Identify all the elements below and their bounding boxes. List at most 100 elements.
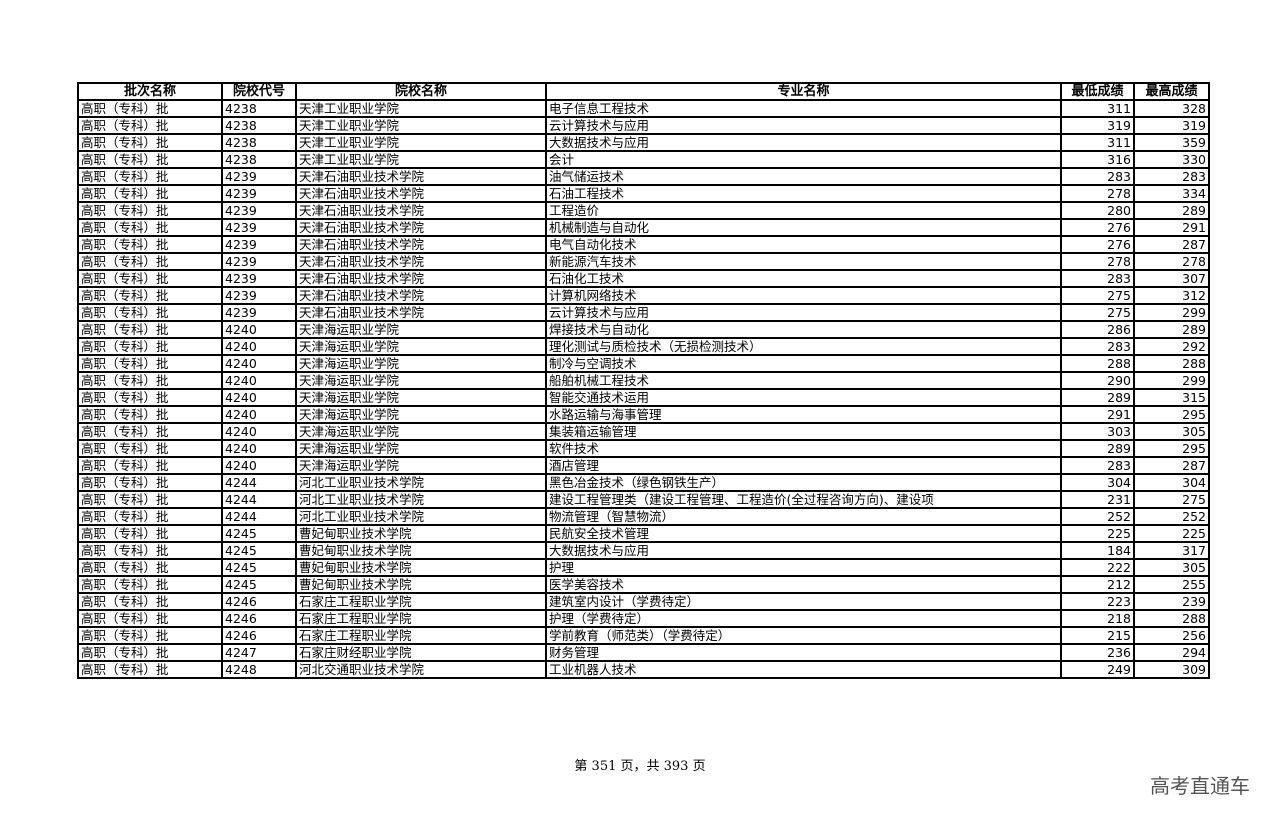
- cell-min-score: 225: [1060, 524, 1135, 543]
- header-batch: 批次名称: [77, 82, 223, 101]
- cell-school-name: 天津海运职业学院: [295, 405, 547, 424]
- table-row: 高职（专科）批 4247 石家庄财经职业学院 财务管理 236 294: [77, 643, 1210, 662]
- cell-min-score: 218: [1060, 609, 1135, 628]
- header-max-score: 最高成绩: [1133, 82, 1210, 101]
- cell-major: 智能交通技术运用: [545, 388, 1062, 407]
- cell-batch: 高职（专科）批: [77, 524, 223, 543]
- cell-major: 黑色冶金技术（绿色钢铁生产）: [545, 473, 1062, 492]
- cell-major: 云计算技术与应用: [545, 303, 1062, 322]
- cell-school-code: 4245: [221, 558, 297, 577]
- cell-min-score: 290: [1060, 371, 1135, 390]
- cell-school-name: 天津海运职业学院: [295, 439, 547, 458]
- cell-max-score: 289: [1133, 201, 1210, 220]
- cell-school-name: 天津石油职业技术学院: [295, 218, 547, 237]
- table-row: 高职（专科）批 4239 天津石油职业技术学院 石油工程技术 278 334: [77, 184, 1210, 203]
- table-row: 高职（专科）批 4240 天津海运职业学院 理化测试与质检技术（无损检测技术） 283 2…: [77, 337, 1210, 356]
- cell-max-score: 328: [1133, 99, 1210, 118]
- cell-min-score: 316: [1060, 150, 1135, 169]
- cell-major: 酒店管理: [545, 456, 1062, 475]
- cell-major: 计算机网络技术: [545, 286, 1062, 305]
- cell-batch: 高职（专科）批: [77, 422, 223, 441]
- cell-school-code: 4238: [221, 99, 297, 118]
- cell-batch: 高职（专科）批: [77, 456, 223, 475]
- cell-major: 学前教育（师范类）（学费待定）: [545, 626, 1062, 645]
- cell-major: 会计: [545, 150, 1062, 169]
- cell-school-name: 天津海运职业学院: [295, 422, 547, 441]
- table-row: 高职（专科）批 4238 天津工业职业学院 大数据技术与应用 311 359: [77, 133, 1210, 152]
- cell-batch: 高职（专科）批: [77, 320, 223, 339]
- cell-school-name: 曹妃甸职业技术学院: [295, 558, 547, 577]
- cell-max-score: 359: [1133, 133, 1210, 152]
- cell-school-code: 4239: [221, 235, 297, 254]
- cell-school-code: 4240: [221, 388, 297, 407]
- cell-max-score: 315: [1133, 388, 1210, 407]
- cell-major: 理化测试与质检技术（无损检测技术）: [545, 337, 1062, 356]
- cell-major: 大数据技术与应用: [545, 133, 1062, 152]
- table-row: 高职（专科）批 4248 河北交通职业技术学院 工业机器人技术 249 309: [77, 660, 1210, 679]
- table-row: 高职（专科）批 4240 天津海运职业学院 集装箱运输管理 303 305: [77, 422, 1210, 441]
- cell-min-score: 252: [1060, 507, 1135, 526]
- cell-school-code: 4247: [221, 643, 297, 662]
- cell-major: 工程造价: [545, 201, 1062, 220]
- cell-min-score: 311: [1060, 133, 1135, 152]
- table-row: 高职（专科）批 4240 天津海运职业学院 船舶机械工程技术 290 299: [77, 371, 1210, 390]
- cell-school-name: 河北工业职业技术学院: [295, 473, 547, 492]
- header-school-code: 院校代号: [221, 82, 297, 101]
- table-row: 高职（专科）批 4240 天津海运职业学院 软件技术 289 295: [77, 439, 1210, 458]
- cell-major: 财务管理: [545, 643, 1062, 662]
- cell-batch: 高职（专科）批: [77, 286, 223, 305]
- cell-major: 船舶机械工程技术: [545, 371, 1062, 390]
- cell-school-code: 4244: [221, 473, 297, 492]
- cell-min-score: 304: [1060, 473, 1135, 492]
- cell-batch: 高职（专科）批: [77, 405, 223, 424]
- cell-batch: 高职（专科）批: [77, 490, 223, 509]
- table-row: 高职（专科）批 4239 天津石油职业技术学院 新能源汽车技术 278 278: [77, 252, 1210, 271]
- cell-school-code: 4246: [221, 609, 297, 628]
- table-header: 批次名称 院校代号 院校名称 专业名称 最低成绩 最高成绩: [77, 82, 1210, 101]
- cell-min-score: 276: [1060, 235, 1135, 254]
- cell-school-code: 4244: [221, 507, 297, 526]
- cell-max-score: 294: [1133, 643, 1210, 662]
- cell-school-name: 天津石油职业技术学院: [295, 303, 547, 322]
- cell-max-score: 292: [1133, 337, 1210, 356]
- cell-major: 焊接技术与自动化: [545, 320, 1062, 339]
- cell-major: 医学美容技术: [545, 575, 1062, 594]
- table-row: 高职（专科）批 4240 天津海运职业学院 智能交通技术运用 289 315: [77, 388, 1210, 407]
- table-row: 高职（专科）批 4240 天津海运职业学院 制冷与空调技术 288 288: [77, 354, 1210, 373]
- table-row: 高职（专科）批 4240 天津海运职业学院 水路运输与海事管理 291 295: [77, 405, 1210, 424]
- cell-batch: 高职（专科）批: [77, 643, 223, 662]
- cell-batch: 高职（专科）批: [77, 201, 223, 220]
- cell-batch: 高职（专科）批: [77, 660, 223, 679]
- cell-school-name: 天津石油职业技术学院: [295, 252, 547, 271]
- table-row: 高职（专科）批 4240 天津海运职业学院 焊接技术与自动化 286 289: [77, 320, 1210, 339]
- cell-max-score: 289: [1133, 320, 1210, 339]
- cell-batch: 高职（专科）批: [77, 507, 223, 526]
- cell-school-name: 天津工业职业学院: [295, 99, 547, 118]
- cell-school-name: 河北工业职业技术学院: [295, 490, 547, 509]
- cell-school-name: 天津工业职业学院: [295, 116, 547, 135]
- cell-max-score: 317: [1133, 541, 1210, 560]
- table-row: 高职（专科）批 4244 河北工业职业技术学院 黑色冶金技术（绿色钢铁生产） 304 30…: [77, 473, 1210, 492]
- cell-school-name: 石家庄财经职业学院: [295, 643, 547, 662]
- header-school-name: 院校名称: [295, 82, 547, 101]
- cell-school-code: 4240: [221, 337, 297, 356]
- cell-school-code: 4244: [221, 490, 297, 509]
- cell-major: 机械制造与自动化: [545, 218, 1062, 237]
- cell-school-code: 4240: [221, 439, 297, 458]
- table-row: 高职（专科）批 4238 天津工业职业学院 会计 316 330: [77, 150, 1210, 169]
- cell-school-name: 曹妃甸职业技术学院: [295, 541, 547, 560]
- cell-max-score: 288: [1133, 354, 1210, 373]
- cell-batch: 高职（专科）批: [77, 133, 223, 152]
- table-row: 高职（专科）批 4245 曹妃甸职业技术学院 民航安全技术管理 225 225: [77, 524, 1210, 543]
- cell-max-score: 307: [1133, 269, 1210, 288]
- cell-school-code: 4238: [221, 133, 297, 152]
- cell-batch: 高职（专科）批: [77, 626, 223, 645]
- cell-major: 民航安全技术管理: [545, 524, 1062, 543]
- cell-batch: 高职（专科）批: [77, 592, 223, 611]
- cell-school-code: 4245: [221, 541, 297, 560]
- cell-max-score: 288: [1133, 609, 1210, 628]
- cell-min-score: 291: [1060, 405, 1135, 424]
- table-row: 高职（专科）批 4239 天津石油职业技术学院 云计算技术与应用 275 299: [77, 303, 1210, 322]
- cell-major: 工业机器人技术: [545, 660, 1062, 679]
- table-row: 高职（专科）批 4246 石家庄工程职业学院 建筑室内设计（学费待定） 223 239: [77, 592, 1210, 611]
